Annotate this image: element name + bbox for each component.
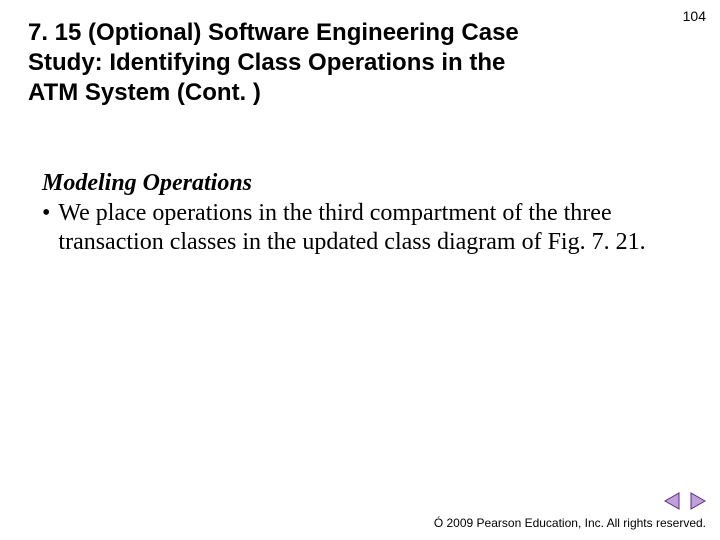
copyright-footer: Ó 2009 Pearson Education, Inc. All right… <box>434 516 706 530</box>
slide: 104 7. 15 (Optional) Software Engineerin… <box>0 0 720 540</box>
slide-body: Modeling Operations • We place operation… <box>42 170 662 257</box>
nav-arrows <box>664 492 706 510</box>
prev-arrow-icon[interactable] <box>664 492 682 510</box>
subheading: Modeling Operations <box>42 170 662 197</box>
slide-title: 7. 15 (Optional) Software Engineering Ca… <box>28 18 548 108</box>
bullet-marker: • <box>42 199 50 228</box>
next-arrow-icon[interactable] <box>688 492 706 510</box>
page-number: 104 <box>683 8 706 24</box>
bullet-text: We place operations in the third compart… <box>58 199 662 257</box>
bullet-item: • We place operations in the third compa… <box>42 199 662 257</box>
